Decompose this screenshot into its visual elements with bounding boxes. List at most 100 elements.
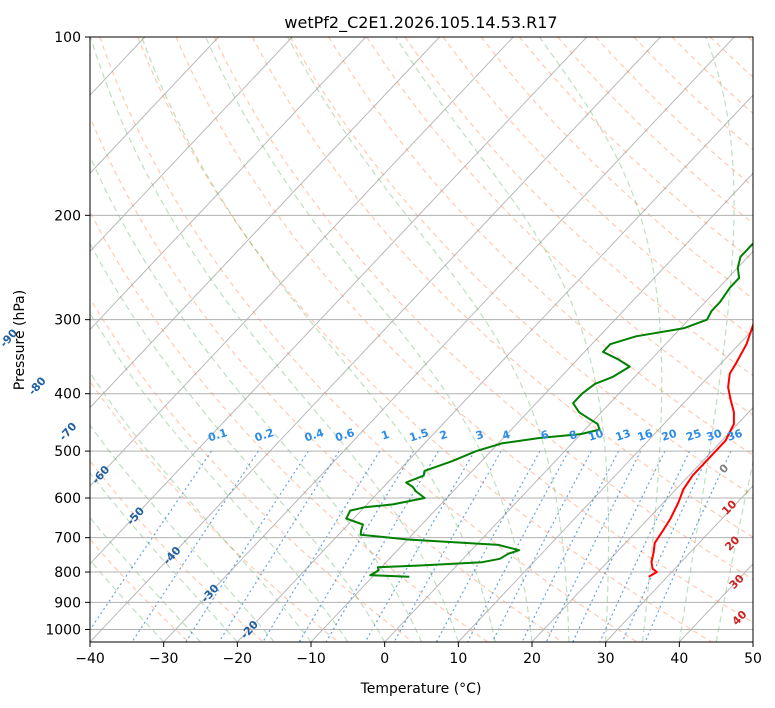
mixing-ratio-line xyxy=(90,450,212,631)
mixing-ratio-label: 2 xyxy=(438,428,449,443)
mixing-ratio-label: 36 xyxy=(726,427,745,444)
y-tick-label: 700 xyxy=(54,531,81,547)
mixing-ratio-line xyxy=(298,450,415,642)
sounding-profiles xyxy=(345,242,753,578)
mixing-ratio-label: 8 xyxy=(568,428,579,443)
moist-adiabat-line xyxy=(141,37,496,642)
moist-adiabat-line xyxy=(539,37,663,642)
mixing-ratio-label: 3 xyxy=(474,428,485,443)
y-tick-label: 400 xyxy=(54,387,81,403)
mixing-ratio-label: 13 xyxy=(614,427,633,444)
dry-adiabat-line xyxy=(366,37,753,416)
mixing-ratio-label: 0.2 xyxy=(253,426,276,444)
x-axis-label: Temperature (°C) xyxy=(360,681,482,697)
dry-adiabat-line xyxy=(404,37,753,377)
dry-adiabat-line xyxy=(90,460,264,642)
x-tick-label: 30 xyxy=(597,651,615,667)
isotherm-line xyxy=(90,37,514,487)
mixing-ratio-label: 4 xyxy=(500,428,512,443)
x-axis-ticks: −40 −30 −20 −10 0 10 20 30 40 50 xyxy=(75,642,762,667)
temperature-profile-line xyxy=(648,322,753,578)
x-tick-label: 10 xyxy=(449,651,467,667)
dry-adiabat-line xyxy=(251,37,753,538)
y-tick-label: 600 xyxy=(54,491,81,507)
isotherm-line xyxy=(605,485,753,642)
dry-adiabat-line xyxy=(90,538,190,642)
mixing-ratio-line xyxy=(218,450,340,642)
y-axis-label: Pressure (hPa) xyxy=(12,290,28,390)
mixing-ratio-label: 1 xyxy=(380,428,391,443)
isotherm-line xyxy=(90,37,367,331)
isotherm-line xyxy=(90,37,219,174)
y-tick-label: 1000 xyxy=(45,622,81,638)
mixing-ratio-line xyxy=(262,450,381,642)
y-tick-label: 900 xyxy=(54,595,81,611)
dry-adiabat-line xyxy=(175,37,753,624)
moist-adiabat-line xyxy=(90,37,459,642)
isotherm-line xyxy=(90,37,588,565)
isotherm-line xyxy=(90,37,293,253)
dewpoint-profile-line xyxy=(345,242,753,578)
y-tick-label: 100 xyxy=(54,30,81,46)
moist-adiabat-line xyxy=(90,242,386,642)
dry-adiabat-line xyxy=(289,37,753,497)
isotherm-line xyxy=(90,37,440,409)
mixing-ratio-line xyxy=(572,450,666,642)
isotherm-line xyxy=(163,37,735,642)
x-tick-label: −40 xyxy=(75,651,105,667)
dry-adiabat-line xyxy=(137,37,713,642)
moist-adiabat-line xyxy=(90,154,423,642)
x-tick-label: −10 xyxy=(296,651,326,667)
y-tick-label: 200 xyxy=(54,208,81,224)
x-tick-label: 0 xyxy=(380,651,389,667)
mixing-ratio-label: 10 xyxy=(587,427,606,444)
mixing-ratio-label: 6 xyxy=(539,428,551,443)
mixing-ratio-line xyxy=(131,450,259,642)
dry-adiabat-line xyxy=(90,210,488,642)
y-tick-label: 500 xyxy=(54,444,81,460)
mixing-ratio-label: 0.6 xyxy=(334,426,357,444)
y-tick-label: 800 xyxy=(54,565,81,581)
y-tick-label: 300 xyxy=(54,313,81,329)
mixing-ratio-line xyxy=(185,450,309,642)
mixing-ratio-label: 0.1 xyxy=(206,426,229,444)
dry-adiabat-line xyxy=(328,37,753,456)
plot-frame xyxy=(89,36,754,643)
x-tick-label: 20 xyxy=(523,651,541,667)
mixing-ratio-label: 0.4 xyxy=(303,426,326,444)
moist-adiabat-line xyxy=(205,37,533,642)
isotherm-line xyxy=(90,37,661,642)
isotherm-line xyxy=(384,250,753,642)
dry-adiabat-line xyxy=(99,37,638,642)
x-tick-label: 50 xyxy=(744,651,762,667)
chart-title: wetPf2_C2E1.2026.105.14.53.R17 xyxy=(284,13,557,33)
x-tick-label: −30 xyxy=(149,651,179,667)
isotherm-line xyxy=(457,328,753,642)
mixing-ratio-line xyxy=(521,450,620,642)
moist-adiabat-line xyxy=(715,459,753,642)
guide-lines xyxy=(90,37,753,642)
moist-adiabat-line xyxy=(90,424,275,642)
mixing-ratio-line xyxy=(364,450,476,642)
y-axis-ticks: 100 200 300 400 500 600 700 800 900 1000 xyxy=(45,30,90,638)
mixing-ratio-label: 1.5 xyxy=(408,426,431,444)
isotherm-line xyxy=(531,406,753,642)
mixing-ratio-label: 30 xyxy=(705,427,724,444)
x-tick-label: −20 xyxy=(223,651,253,667)
mixing-ratio-line xyxy=(545,450,642,642)
moist-adiabat-line xyxy=(287,37,570,642)
mixing-ratio-label: 20 xyxy=(660,427,679,444)
isotherm-line xyxy=(236,94,753,642)
mixing-ratio-line xyxy=(599,450,691,642)
mixing-ratio-line xyxy=(435,450,541,642)
dry-adiabat-line xyxy=(90,115,563,642)
x-tick-label: 40 xyxy=(670,651,688,667)
moist-adiabat-line xyxy=(678,37,735,642)
mixing-ratio-label: 25 xyxy=(684,427,703,444)
mixing-ratio-label: 16 xyxy=(636,427,655,444)
mixing-ratio-line xyxy=(325,450,439,642)
moist-adiabat-line xyxy=(395,37,610,642)
moist-adiabat-line xyxy=(90,312,349,642)
